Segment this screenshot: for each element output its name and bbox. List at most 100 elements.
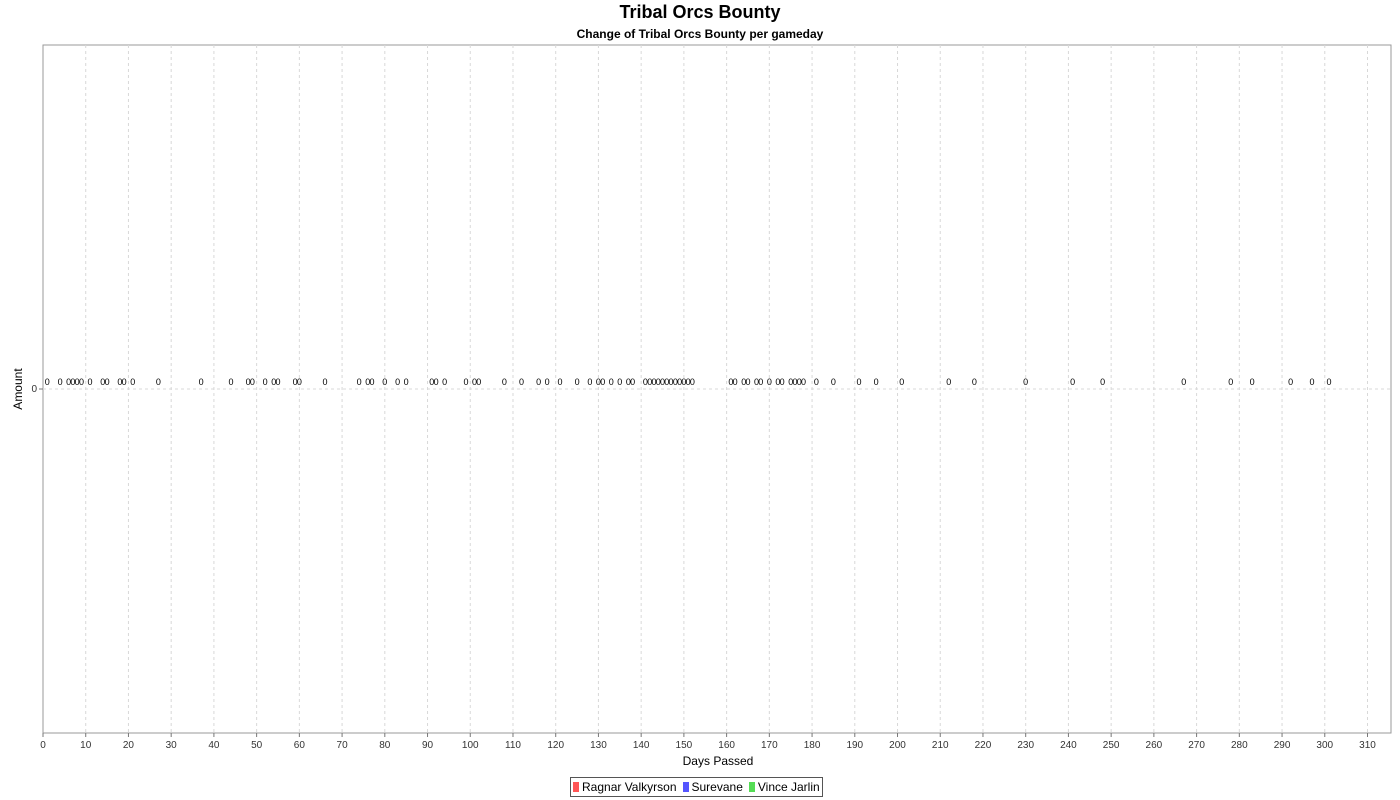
data-point-label: 0 (660, 377, 665, 387)
x-tick-label: 70 (337, 740, 349, 751)
data-point-label: 0 (1327, 377, 1332, 387)
data-point-label: 0 (1070, 377, 1075, 387)
data-point-label: 0 (745, 377, 750, 387)
x-tick-label: 150 (676, 740, 693, 751)
x-tick-label: 260 (1146, 740, 1163, 751)
y-tick-label: 0 (31, 384, 37, 395)
data-point-label: 0 (814, 377, 819, 387)
x-tick-label: 50 (251, 740, 263, 751)
data-point-label: 0 (1100, 377, 1105, 387)
data-point-label: 0 (105, 377, 110, 387)
data-point-label: 0 (382, 377, 387, 387)
data-point-label: 0 (758, 377, 763, 387)
data-point-label: 0 (801, 377, 806, 387)
data-point-label: 0 (643, 377, 648, 387)
data-point-label: 0 (117, 377, 122, 387)
data-point-label: 0 (502, 377, 507, 387)
grid (43, 45, 1391, 733)
axes: 0 10 20 30 40 50 60 70 80 90 100 110 120 130 140 150 160… (31, 384, 1376, 751)
x-tick-label: 90 (422, 740, 434, 751)
data-point-label: 0 (788, 377, 793, 387)
x-tick-label: 110 (505, 740, 521, 751)
data-point-label: 0 (365, 377, 370, 387)
data-point-label: 0 (357, 377, 362, 387)
data-point-label: 0 (75, 377, 80, 387)
x-tick-label: 80 (379, 740, 391, 751)
x-tick-label: 170 (761, 740, 778, 751)
data-point-label: 0 (87, 377, 92, 387)
data-point-label: 0 (617, 377, 622, 387)
x-tick-label: 120 (547, 740, 564, 751)
legend-label-vince-jarlin: Vince Jarlin (757, 780, 820, 794)
data-point-label: 0 (686, 377, 691, 387)
x-tick-label: 10 (80, 740, 92, 751)
x-tick-label: 160 (718, 740, 735, 751)
data-point-label: 0 (228, 377, 233, 387)
x-tick-label: 290 (1274, 740, 1291, 751)
data-point-label: 0 (297, 377, 302, 387)
data-point-label: 0 (100, 377, 105, 387)
data-point-label: 0 (609, 377, 614, 387)
data-point-label: 0 (519, 377, 524, 387)
data-point-label: 0 (831, 377, 836, 387)
data-point-label: 0 (472, 377, 477, 387)
data-point-label: 0 (442, 377, 447, 387)
data-point-label: 0 (741, 377, 746, 387)
data-point-label: 0 (575, 377, 580, 387)
x-axis-label: Days Passed (683, 754, 754, 768)
data-point-label: 0 (369, 377, 374, 387)
data-point-label: 0 (767, 377, 772, 387)
data-point-label: 0 (322, 377, 327, 387)
data-point-label: 0 (797, 377, 802, 387)
data-point-label: 0 (404, 377, 409, 387)
data-point-label: 0 (681, 377, 686, 387)
x-tick-label: 140 (633, 740, 650, 751)
legend-item-vince-jarlin: Vince Jarlin (748, 780, 820, 794)
x-tick-label: 250 (1103, 740, 1120, 751)
data-point-label: 0 (66, 377, 71, 387)
data-point-label: 0 (429, 377, 434, 387)
data-point-label: 0 (600, 377, 605, 387)
data-point-label: 0 (647, 377, 652, 387)
x-tick-label: 180 (804, 740, 821, 751)
data-point-label: 0 (664, 377, 669, 387)
data-point-label: 0 (395, 377, 400, 387)
data-point-label: 0 (587, 377, 592, 387)
data-point-label: 0 (271, 377, 276, 387)
x-tick-label: 300 (1316, 740, 1333, 751)
data-point-label: 0 (656, 377, 661, 387)
legend-item-ragnar-valkyrson: Ragnar Valkyrson (573, 780, 677, 794)
data-point-label: 0 (780, 377, 785, 387)
legend-item-surevane: Surevane (682, 780, 743, 794)
data-point-label: 0 (677, 377, 682, 387)
data-point-label: 0 (250, 377, 255, 387)
data-point-label: 0 (626, 377, 631, 387)
data-point-label: 0 (630, 377, 635, 387)
chart-title: Tribal Orcs Bounty (619, 2, 781, 22)
data-point-label: 0 (946, 377, 951, 387)
data-point-label: 0 (434, 377, 439, 387)
data-point-label: 0 (246, 377, 251, 387)
x-tick-label: 310 (1359, 740, 1376, 751)
y-axis-label: Amount (11, 368, 25, 410)
data-point-label: 0 (1181, 377, 1186, 387)
data-point-label: 0 (545, 377, 550, 387)
data-point-label: 0 (122, 377, 127, 387)
legend-swatch-vince-jarlin (748, 782, 755, 792)
x-tick-label: 40 (208, 740, 220, 751)
x-tick-label: 210 (932, 740, 949, 751)
x-tick-label: 130 (590, 740, 607, 751)
data-point-label: 0 (463, 377, 468, 387)
data-point-label: 0 (199, 377, 204, 387)
x-tick-label: 30 (166, 740, 178, 751)
data-point-label: 0 (690, 377, 695, 387)
data-point-label: 0 (70, 377, 75, 387)
data-point-label: 0 (476, 377, 481, 387)
data-point-label: 0 (536, 377, 541, 387)
data-point-label: 0 (596, 377, 601, 387)
data-point-label: 0 (972, 377, 977, 387)
x-tick-label: 0 (40, 740, 46, 751)
x-tick-label: 240 (1060, 740, 1077, 751)
data-point-label: 0 (130, 377, 135, 387)
